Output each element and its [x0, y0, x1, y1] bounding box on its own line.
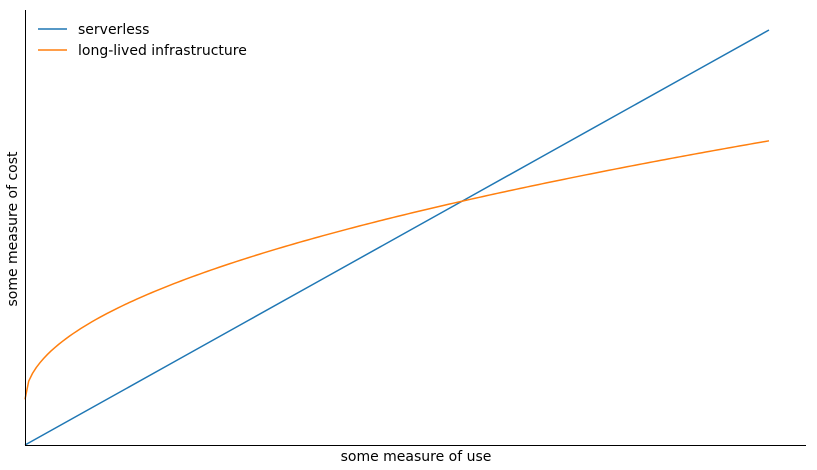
- series-line-serverless: [24, 29, 770, 446]
- legend: serverless long-lived infrastructure: [38, 22, 247, 59]
- plot-lines: [24, 29, 770, 446]
- legend-label: serverless: [78, 22, 149, 38]
- legend-label: long-lived infrastructure: [78, 43, 247, 59]
- y-axis-label: some measure of cost: [5, 151, 21, 307]
- x-axis-label: some measure of use: [341, 449, 492, 465]
- series-line-long-lived-infrastructure: [24, 140, 770, 400]
